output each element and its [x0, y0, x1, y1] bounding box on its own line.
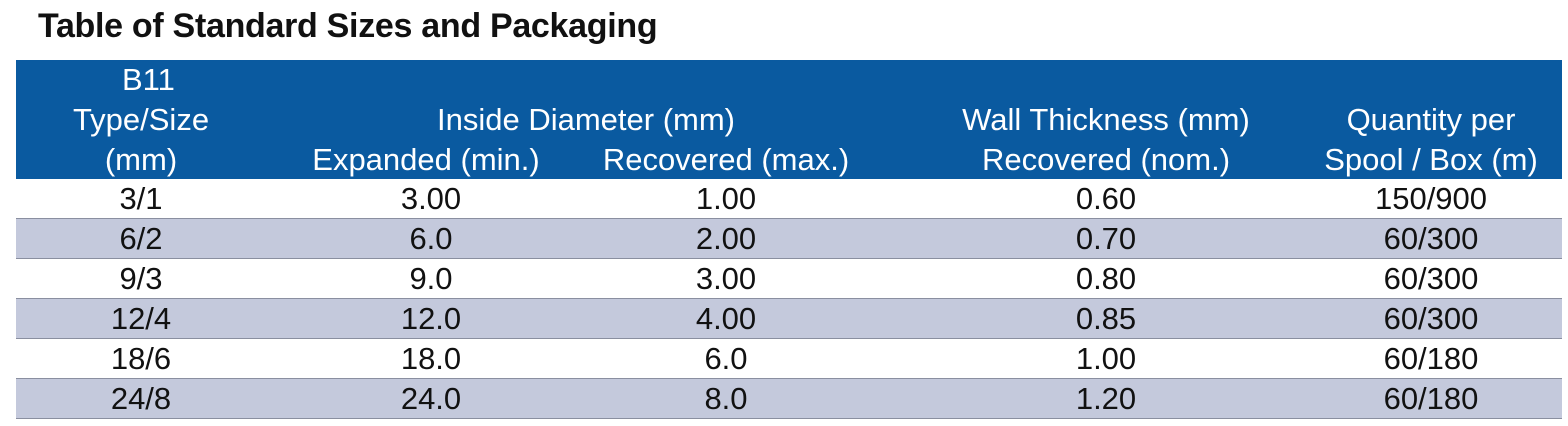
header-expanded-min: Expanded (min.)	[312, 142, 540, 177]
table-row: 18/6 18.0 6.0 1.00 60/180	[16, 339, 1562, 379]
cell-recovered-max: 2.00	[695, 221, 757, 256]
header-inside-diameter: Inside Diameter (mm)	[437, 102, 735, 137]
cell-recovered-max: 3.00	[695, 261, 757, 296]
cell-expanded-min: 9.0	[409, 261, 453, 296]
header-quantity-line2: Spool / Box (m)	[1324, 142, 1538, 177]
cell-wall-thickness: 0.60	[1075, 181, 1137, 216]
cell-expanded-min: 3.00	[400, 181, 462, 216]
table-row: 3/1 3.00 1.00 0.60 150/900	[16, 179, 1562, 219]
cell-type-size: 6/2	[119, 221, 163, 256]
sizes-table: B11 Type/Size (mm) Inside Diameter (mm) …	[16, 60, 1562, 419]
cell-wall-thickness: 0.85	[1075, 301, 1137, 336]
cell-recovered-max: 4.00	[695, 301, 757, 336]
header-quantity-line1: Quantity per	[1346, 102, 1516, 137]
cell-wall-thickness: 0.70	[1075, 221, 1137, 256]
cell-quantity: 60/180	[1383, 341, 1479, 376]
cell-quantity: 150/900	[1374, 181, 1488, 216]
cell-expanded-min: 24.0	[400, 381, 462, 416]
table-row: 24/8 24.0 8.0 1.20 60/180	[16, 379, 1562, 419]
header-type-size-line1: B11	[122, 62, 175, 97]
header-type-size-line2: Type/Size	[72, 102, 210, 137]
cell-recovered-max: 1.00	[695, 181, 757, 216]
cell-type-size: 18/6	[110, 341, 172, 376]
header-recovered-nom: Recovered (nom.)	[981, 142, 1231, 177]
cell-quantity: 60/300	[1383, 221, 1479, 256]
table-title: Table of Standard Sizes and Packaging	[38, 7, 658, 45]
cell-quantity: 60/300	[1383, 301, 1479, 336]
header-type-size: B11 Type/Size (mm)	[56, 60, 226, 180]
cell-quantity: 60/300	[1383, 261, 1479, 296]
cell-expanded-min: 6.0	[409, 221, 453, 256]
header-recovered-max: Recovered (max.)	[602, 142, 850, 177]
table-row: 12/4 12.0 4.00 0.85 60/300	[16, 299, 1562, 339]
cell-wall-thickness: 1.20	[1075, 381, 1137, 416]
header-type-size-line3: (mm)	[104, 142, 178, 177]
header-wall-thickness: Wall Thickness (mm)	[962, 102, 1250, 137]
cell-type-size: 3/1	[119, 181, 163, 216]
cell-recovered-max: 6.0	[704, 341, 748, 376]
table-row: 6/2 6.0 2.00 0.70 60/300	[16, 219, 1562, 259]
cell-expanded-min: 18.0	[400, 341, 462, 376]
cell-quantity: 60/180	[1383, 381, 1479, 416]
cell-recovered-max: 8.0	[704, 381, 748, 416]
cell-wall-thickness: 1.00	[1075, 341, 1137, 376]
table-row: 9/3 9.0 3.00 0.80 60/300	[16, 259, 1562, 299]
cell-expanded-min: 12.0	[400, 301, 462, 336]
cell-type-size: 12/4	[110, 301, 172, 336]
cell-wall-thickness: 0.80	[1075, 261, 1137, 296]
cell-type-size: 24/8	[110, 381, 172, 416]
cell-type-size: 9/3	[119, 261, 163, 296]
table-header: B11 Type/Size (mm) Inside Diameter (mm) …	[16, 60, 1562, 179]
table-body: 3/1 3.00 1.00 0.60 150/900 6/2 6.0 2.00 …	[16, 179, 1562, 419]
